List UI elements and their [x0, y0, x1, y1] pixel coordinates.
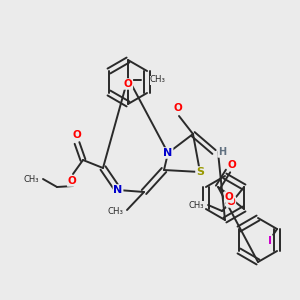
- Text: O: O: [73, 130, 81, 140]
- Text: H: H: [218, 147, 226, 157]
- Text: CH₃: CH₃: [150, 76, 166, 85]
- Text: O: O: [68, 176, 76, 186]
- Text: O: O: [228, 160, 236, 170]
- Text: CH₃: CH₃: [23, 175, 39, 184]
- Text: I: I: [268, 236, 272, 246]
- Text: N: N: [164, 148, 172, 158]
- Text: S: S: [196, 167, 204, 177]
- Text: CH₃: CH₃: [107, 208, 123, 217]
- Text: O: O: [124, 79, 132, 89]
- Text: CH₃: CH₃: [189, 200, 204, 209]
- Text: O: O: [174, 103, 182, 113]
- Text: N: N: [113, 185, 123, 195]
- Text: O: O: [227, 197, 236, 207]
- Text: O: O: [225, 192, 233, 202]
